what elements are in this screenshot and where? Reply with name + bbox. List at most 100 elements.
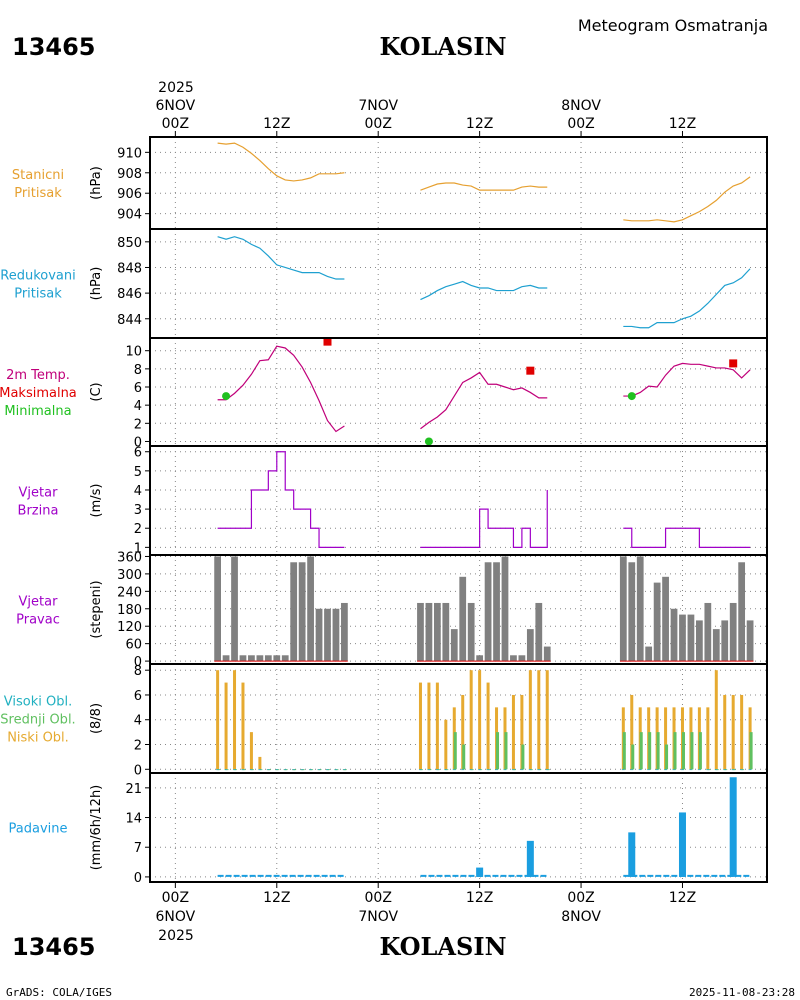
wind-dir-bar	[341, 602, 348, 662]
wind-dir-bar	[636, 556, 644, 662]
low-cloud-bar	[740, 694, 744, 770]
wind-dir-bar	[433, 602, 441, 662]
y-tick-label: 850	[117, 236, 142, 251]
min-temp-point	[222, 392, 231, 401]
time-tick-label: 00Z	[365, 116, 392, 132]
series-line	[217, 142, 345, 182]
series-line	[420, 280, 548, 301]
panel-label: Pravac	[16, 613, 60, 628]
high-cloud-bar	[427, 769, 431, 771]
low-cloud-bar	[444, 719, 448, 770]
high-cloud-bar	[647, 769, 651, 771]
time-tick-label: 12Z	[669, 116, 696, 132]
time-tick-label: 00Z	[162, 890, 189, 906]
wind-dir-bar	[248, 655, 255, 662]
high-cloud-bar	[309, 769, 313, 771]
wind-dir-bar	[239, 655, 247, 662]
y-tick-label: 2	[134, 739, 142, 754]
mid-cloud-bar	[622, 732, 626, 770]
y-tick-label: 5	[134, 465, 142, 480]
y-axis-label: (hPa)	[89, 166, 104, 200]
series-line	[420, 182, 548, 191]
mid-cloud-bar	[462, 744, 466, 770]
panel-precipitation: Padavine (mm/6h/12h) 0 7 14 21	[9, 772, 768, 886]
low-cloud-bar	[258, 756, 262, 770]
panel-label: Minimalna	[4, 404, 71, 419]
wind-dir-bar	[721, 620, 729, 662]
y-tick-label: 0	[134, 871, 142, 886]
panel-frame	[149, 772, 768, 883]
wind-dir-bar	[290, 562, 298, 662]
low-cloud-bar	[469, 670, 473, 770]
wind-dir-bar	[679, 614, 686, 662]
station-name-top: KOLASIN	[379, 32, 506, 61]
y-tick-label: 14	[125, 812, 142, 827]
precip-bar	[476, 867, 484, 877]
series-line	[623, 362, 751, 397]
min-temp-point	[627, 392, 636, 401]
wind-dir-bar	[264, 655, 272, 662]
panel-label: Niski Obl.	[7, 731, 69, 746]
wind-dir-bar	[256, 655, 264, 662]
panel-station_pressure: Stanicni Pritisak (hPa) 904 906 908 910	[12, 136, 768, 230]
y-tick-label: 7	[134, 841, 142, 856]
y-tick-label: 21	[125, 782, 142, 797]
time-tick-label: 12Z	[669, 890, 696, 906]
panel-cloud_cover: Visoki Obl. Srednji Obl. Niski Obl. (8/8) 0 2…	[0, 663, 768, 778]
high-cloud-bar	[418, 769, 422, 771]
wind-dir-bar	[332, 608, 340, 662]
wind-dir-bar	[417, 602, 424, 662]
panel-label: Brzina	[18, 504, 59, 519]
mid-cloud-bar	[749, 732, 753, 770]
y-tick-label: 6	[134, 446, 142, 461]
y-tick-label: 300	[117, 568, 142, 583]
y-tick-label: 10	[125, 345, 142, 360]
panel-label: Vjetar	[19, 595, 59, 610]
y-tick-label: 0	[134, 763, 142, 778]
series-line	[420, 489, 548, 548]
wind-dir-bar	[222, 655, 230, 662]
time-tick-label: 00Z	[567, 890, 594, 906]
wind-dir-bar	[704, 602, 712, 662]
low-cloud-bar	[461, 694, 465, 770]
y-tick-label: 6	[134, 381, 142, 396]
mid-cloud-bar	[681, 732, 685, 770]
wind-dir-bar	[670, 608, 678, 662]
y-tick-label: 360	[117, 550, 142, 565]
high-cloud-bar	[655, 769, 659, 771]
day-label: 8NOV	[561, 909, 601, 925]
max-temp-point	[526, 366, 535, 375]
mid-cloud-bar	[698, 732, 702, 770]
station-id-bottom: 13465	[12, 933, 96, 961]
y-axis-label: (stepeni)	[89, 580, 104, 638]
mid-cloud-bar	[521, 744, 525, 770]
wind-dir-bar	[273, 655, 281, 662]
panel-wind_direction: Vjetar Pravac (stepeni) 0 60 120 180 240 300 360	[16, 550, 768, 670]
low-cloud-bar	[630, 694, 634, 770]
wind-dir-bar	[526, 629, 534, 662]
low-cloud-bar	[241, 682, 245, 770]
panel-label: Visoki Obl.	[4, 695, 72, 710]
day-label: 8NOV	[561, 98, 601, 114]
low-cloud-bar	[478, 670, 482, 770]
high-cloud-bar	[266, 769, 270, 771]
high-cloud-bar	[740, 769, 744, 771]
low-cloud-bar	[224, 682, 228, 770]
wind-dir-bar	[510, 655, 517, 662]
panel-label: Stanicni	[12, 168, 64, 183]
y-tick-label: 240	[117, 585, 142, 600]
panel-frame	[149, 445, 768, 556]
y-tick-label: 848	[117, 261, 142, 276]
mid-cloud-bar	[496, 732, 500, 770]
wind-dir-bar	[307, 556, 314, 662]
y-tick-label: 4	[134, 714, 142, 729]
series-line	[623, 176, 751, 223]
low-cloud-bar	[664, 707, 668, 770]
low-cloud-bar	[723, 694, 727, 770]
wind-dir-bar	[712, 629, 720, 662]
footer-credit: GrADS: COLA/IGES	[6, 986, 112, 999]
high-cloud-bar	[435, 769, 439, 771]
min-temp-point	[424, 437, 433, 446]
high-cloud-bar	[258, 769, 262, 771]
